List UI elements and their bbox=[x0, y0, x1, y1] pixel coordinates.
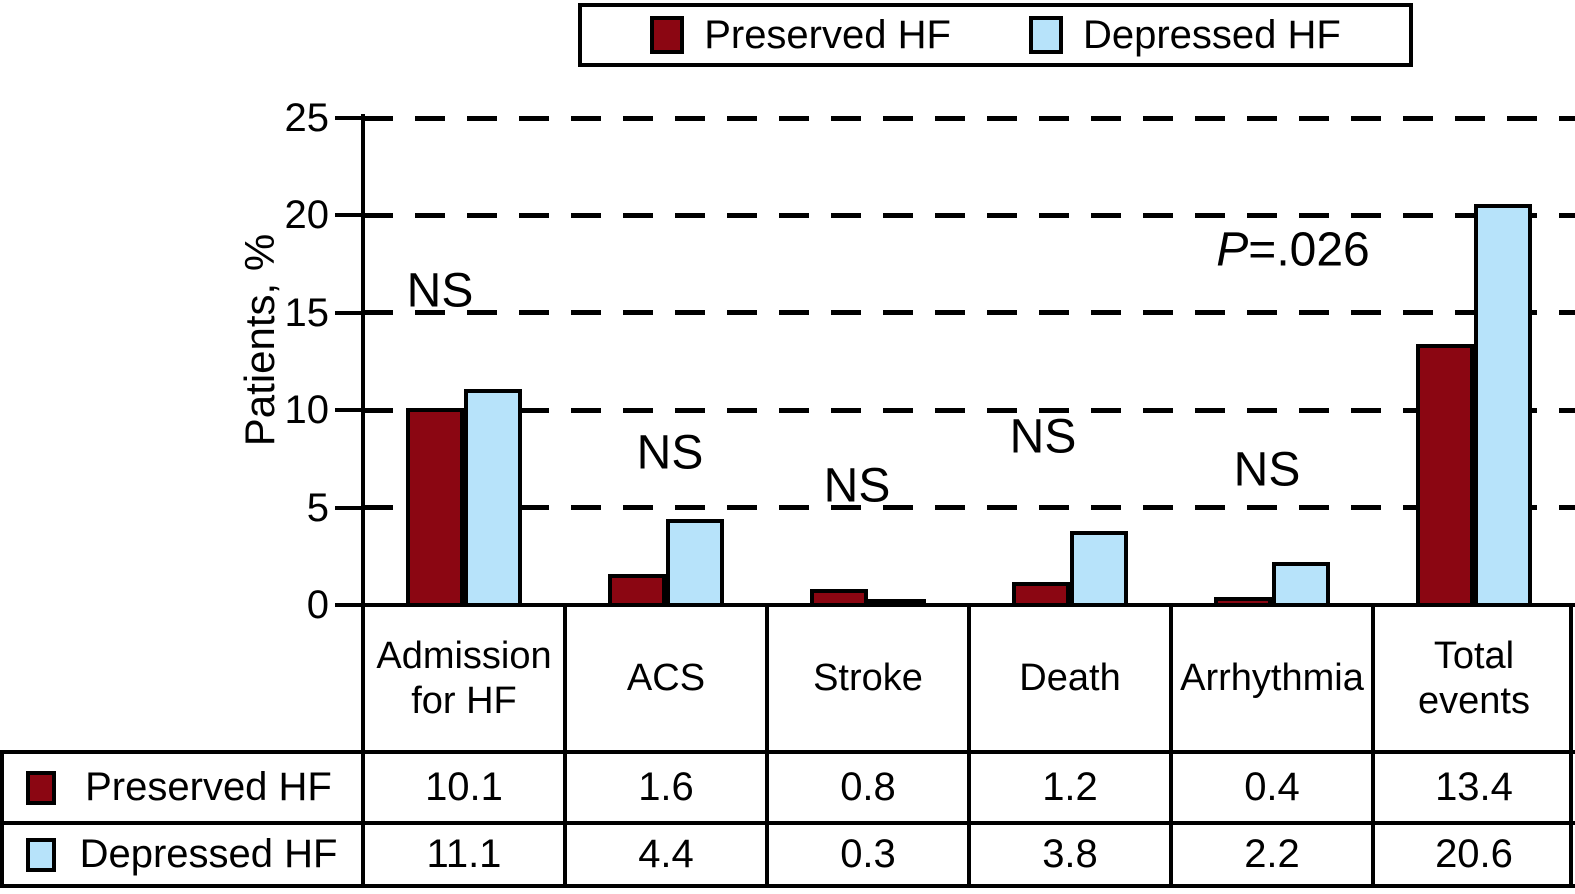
table-row-label-depressed-hf: Depressed HF bbox=[4, 825, 361, 884]
table-row-label-text: Depressed HF bbox=[79, 832, 338, 876]
table-cell: 0.4 bbox=[1244, 765, 1300, 809]
bar-preserved-hf bbox=[1214, 597, 1272, 607]
y-tick bbox=[335, 408, 363, 413]
table-cell: 1.2 bbox=[1042, 765, 1098, 809]
category-label: Death bbox=[1019, 657, 1121, 700]
bar-preserved-hf bbox=[608, 573, 666, 607]
table-cell: 13.4 bbox=[1435, 765, 1513, 809]
y-tick-label: 0 bbox=[306, 583, 329, 627]
legend-item-preserved-hf: Preserved HF bbox=[650, 13, 951, 58]
bar-depressed-hf bbox=[1272, 562, 1330, 607]
bar-preserved-hf bbox=[406, 408, 464, 607]
table-cell: 3.8 bbox=[1042, 832, 1098, 876]
gridline bbox=[363, 407, 1575, 413]
y-tick bbox=[335, 310, 363, 315]
annotation-ns: NS bbox=[636, 426, 704, 480]
legend-item-depressed-hf: Depressed HF bbox=[1028, 12, 1341, 58]
table-grid-vline bbox=[563, 603, 567, 888]
category-label: Stroke bbox=[813, 657, 923, 700]
y-tick bbox=[335, 505, 363, 510]
table-grid-vline bbox=[1169, 603, 1173, 888]
annotation-p-value: P=.026 bbox=[1216, 223, 1370, 277]
gridline bbox=[363, 212, 1575, 218]
gridline bbox=[363, 310, 1575, 316]
y-tick bbox=[335, 213, 363, 218]
y-tick-label: 5 bbox=[306, 485, 329, 530]
preserved-hf-swatch bbox=[650, 16, 685, 54]
legend-label-preserved-hf: Preserved HF bbox=[704, 12, 951, 57]
table-cell: 20.6 bbox=[1435, 832, 1513, 876]
table-grid-vline bbox=[967, 603, 971, 888]
table-cell: 2.2 bbox=[1244, 832, 1300, 876]
annotation-ns: NS bbox=[823, 459, 891, 513]
table-row-label-preserved-hf: Preserved HF bbox=[4, 754, 361, 821]
table-grid-vline-left bbox=[0, 750, 4, 888]
y-axis-line bbox=[361, 114, 365, 888]
legend-label-depressed-hf: Depressed HF bbox=[1082, 12, 1341, 57]
table-row-label-text: Preserved HF bbox=[85, 765, 332, 809]
bar-depressed-hf bbox=[1474, 203, 1532, 607]
annotation-ns: NS bbox=[1233, 443, 1301, 497]
gridline bbox=[363, 505, 1575, 511]
table-cell: 0.8 bbox=[840, 765, 896, 809]
bar-preserved-hf bbox=[1012, 581, 1070, 607]
annotation-ns: NS bbox=[1009, 410, 1077, 464]
table-grid-hline bbox=[0, 750, 1575, 754]
y-tick-label: 25 bbox=[284, 96, 330, 140]
table-grid-hline bbox=[0, 821, 1575, 825]
x-axis-line bbox=[335, 603, 1575, 607]
table-cell: 4.4 bbox=[638, 832, 694, 876]
table-grid-vline-right bbox=[1569, 603, 1573, 888]
table-grid-vline bbox=[1371, 603, 1375, 888]
y-tick-label: 10 bbox=[284, 388, 330, 433]
category-label: Total events bbox=[1418, 634, 1530, 722]
bar-depressed-hf bbox=[1070, 530, 1128, 607]
table-cell: 10.1 bbox=[425, 765, 503, 809]
annotation-ns: NS bbox=[406, 264, 474, 318]
bar-preserved-hf bbox=[1416, 343, 1474, 607]
y-tick-label: 15 bbox=[284, 290, 330, 335]
bar-depressed-hf bbox=[464, 388, 522, 607]
table-cell: 11.1 bbox=[426, 832, 502, 876]
bar-depressed-hf bbox=[666, 519, 724, 607]
table-grid-hline-bottom bbox=[0, 884, 1575, 888]
y-tick-label: 20 bbox=[284, 193, 330, 238]
category-label: Admission for HF bbox=[376, 634, 552, 722]
chart-legend: Preserved HF Depressed HF bbox=[578, 3, 1413, 67]
table-cell: 0.3 bbox=[840, 832, 896, 876]
gridline bbox=[363, 115, 1575, 121]
category-label: Arrhythmia bbox=[1180, 657, 1364, 700]
table-cell: 1.6 bbox=[638, 765, 694, 809]
bar-preserved-hf bbox=[810, 589, 868, 607]
table-grid-vline bbox=[765, 603, 769, 888]
depressed-hf-swatch bbox=[1028, 16, 1063, 54]
depressed-hf-table-swatch bbox=[26, 837, 56, 872]
category-label: ACS bbox=[626, 657, 706, 700]
preserved-hf-table-swatch bbox=[26, 770, 56, 805]
y-tick bbox=[335, 116, 363, 120]
